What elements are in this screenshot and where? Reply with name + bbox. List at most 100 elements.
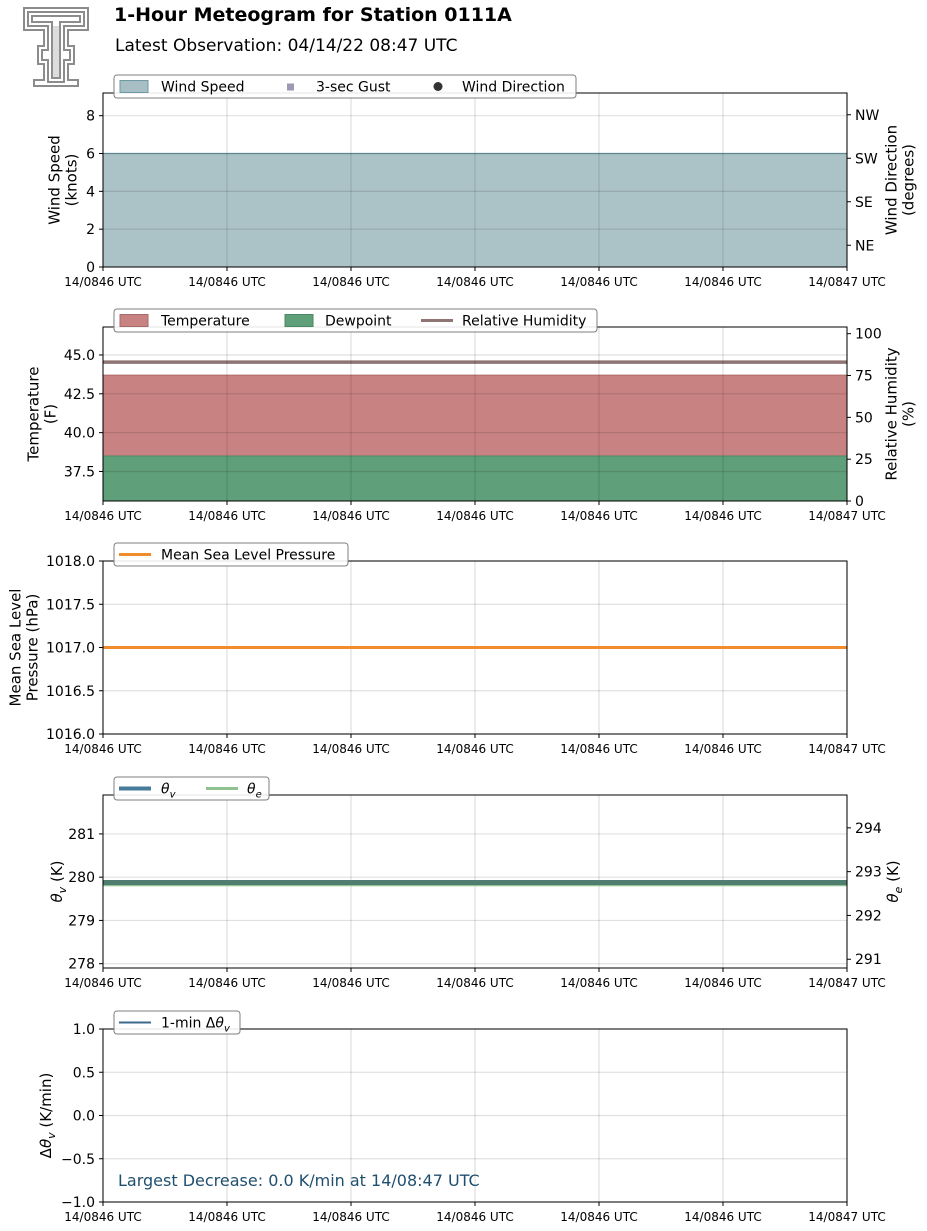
y2-tick-label: 75 — [855, 369, 873, 385]
y2-axis-label: Relative Humidity (%) — [883, 347, 918, 480]
y-tick-label: 0.5 — [73, 1065, 95, 1081]
dewpoint-area — [103, 455, 847, 501]
legend-box — [113, 776, 270, 801]
x-tick-label: 14/0846 UTC — [312, 742, 389, 756]
y-tick-label: 1018.0 — [46, 554, 95, 570]
y-tick-label: 280 — [68, 870, 95, 886]
x-tick-label: 14/0846 UTC — [560, 742, 637, 756]
svg-text:Wind Direction: Wind Direction — [883, 125, 901, 235]
y-tick-label: 0 — [86, 260, 95, 276]
y-tick-label: 1016.5 — [46, 684, 95, 700]
x-tick-label: 14/0846 UTC — [188, 275, 265, 289]
x-tick-label: 14/0846 UTC — [684, 275, 761, 289]
x-tick-label: 14/0847 UTC — [808, 509, 885, 523]
y-tick-label: −0.5 — [61, 1152, 95, 1168]
x-tick-label: 14/0846 UTC — [560, 275, 637, 289]
y-tick-label: 6 — [86, 147, 95, 163]
page-title: 1-Hour Meteogram for Station 0111A — [114, 4, 512, 26]
x-tick-label: 14/0846 UTC — [64, 976, 141, 990]
x-tick-label: 14/0847 UTC — [808, 976, 885, 990]
y-axis-label: Temperature (F) — [25, 366, 60, 462]
legend-label: θv — [161, 782, 177, 801]
y-tick-label: 1017.5 — [46, 597, 95, 613]
y2-tick-label: 0 — [855, 494, 864, 510]
legend-swatch-gust — [287, 83, 294, 91]
y-axis-label: Δθv (K/min) — [37, 1073, 58, 1159]
y2-tick-label: 100 — [855, 327, 882, 343]
y2-tick-label: SW — [855, 151, 878, 167]
y-tick-label: −1.0 — [61, 1195, 95, 1211]
y2-tick-label: SE — [855, 195, 873, 211]
wind-speed-area — [103, 153, 847, 267]
legend-swatch-temperature — [119, 314, 149, 327]
y2-tick-label: 291 — [855, 952, 882, 968]
x-tick-label: 14/0846 UTC — [560, 976, 637, 990]
x-tick-label: 14/0847 UTC — [808, 742, 885, 756]
x-tick-label: 14/0846 UTC — [436, 509, 513, 523]
y-tick-label: 279 — [68, 913, 95, 929]
y-axis-label: Mean Sea Level Pressure (hPa) — [7, 589, 42, 707]
x-tick-label: 14/0847 UTC — [808, 275, 885, 289]
y-tick-label: 1016.0 — [46, 727, 95, 743]
svg-text:Temperature: Temperature — [25, 366, 43, 462]
svg-text:(knots): (knots) — [63, 154, 81, 207]
y2-tick-label: NE — [855, 238, 874, 254]
svg-text:(degrees): (degrees) — [900, 144, 918, 216]
x-tick-label: 14/0846 UTC — [684, 509, 761, 523]
y-tick-label: 45.0 — [64, 348, 95, 364]
x-tick-label: 14/0846 UTC — [436, 1210, 513, 1224]
y-tick-label: 37.5 — [64, 464, 95, 480]
x-tick-label: 14/0846 UTC — [312, 976, 389, 990]
y2-tick-label: 293 — [855, 865, 882, 881]
svg-text:Relative Humidity: Relative Humidity — [883, 347, 901, 480]
y2-axis-label: θe (K) — [884, 860, 905, 902]
y-tick-label: 281 — [68, 827, 95, 843]
y-tick-label: 40.0 — [64, 426, 95, 442]
x-tick-label: 14/0846 UTC — [188, 1210, 265, 1224]
x-tick-label: 14/0846 UTC — [312, 1210, 389, 1224]
svg-text:(%): (%) — [900, 401, 918, 427]
x-tick-label: 14/0846 UTC — [188, 976, 265, 990]
legend-box — [113, 74, 577, 99]
y2-tick-label: 25 — [855, 452, 873, 468]
legend-swatch-dewpoint — [284, 314, 314, 327]
university-logo — [22, 6, 90, 92]
svg-text:Pressure (hPa): Pressure (hPa) — [24, 594, 42, 702]
y-tick-label: 8 — [86, 109, 95, 125]
y-tick-label: 0.0 — [73, 1109, 95, 1125]
x-tick-label: 14/0846 UTC — [312, 275, 389, 289]
legend-label: Temperature — [160, 314, 250, 330]
svg-text:θe (K): θe (K) — [884, 860, 905, 902]
legend-swatch-wind-direction — [433, 82, 443, 91]
legend-label: θe — [247, 782, 262, 801]
x-tick-label: 14/0846 UTC — [64, 1210, 141, 1224]
y-tick-label: 2 — [86, 222, 95, 238]
largest-decrease-annotation: Largest Decrease: 0.0 K/min at 14/08:47 … — [118, 1171, 480, 1190]
svg-text:θv (K): θv (K) — [48, 860, 69, 902]
legend-label: Dewpoint — [325, 314, 392, 330]
y-tick-label: 1017.0 — [46, 641, 95, 657]
y-tick-label: 42.5 — [64, 387, 95, 403]
x-tick-label: 14/0846 UTC — [436, 742, 513, 756]
svg-text:Δθv (K/min): Δθv (K/min) — [37, 1073, 58, 1159]
legend-label: 1-min Δθv — [161, 1016, 231, 1035]
svg-text:Mean Sea Level: Mean Sea Level — [7, 589, 25, 707]
x-tick-label: 14/0846 UTC — [684, 976, 761, 990]
legend-label: 3-sec Gust — [316, 80, 391, 96]
x-tick-label: 14/0846 UTC — [312, 509, 389, 523]
legend-box — [113, 542, 349, 567]
y-tick-label: 1.0 — [73, 1022, 95, 1038]
x-tick-label: 14/0846 UTC — [684, 1210, 761, 1224]
page-subtitle: Latest Observation: 04/14/22 08:47 UTC — [115, 36, 458, 56]
y2-tick-label: 294 — [855, 821, 882, 837]
y2-tick-label: 292 — [855, 908, 882, 924]
svg-text:Wind Speed: Wind Speed — [46, 135, 64, 225]
legend-box — [113, 1010, 241, 1035]
x-tick-label: 14/0846 UTC — [64, 742, 141, 756]
x-tick-label: 14/0846 UTC — [64, 275, 141, 289]
y2-tick-label: NW — [855, 108, 879, 124]
x-tick-label: 14/0846 UTC — [64, 509, 141, 523]
y-axis-label: Wind Speed (knots) — [46, 135, 81, 225]
y-axis-label: θv (K) — [48, 860, 69, 902]
